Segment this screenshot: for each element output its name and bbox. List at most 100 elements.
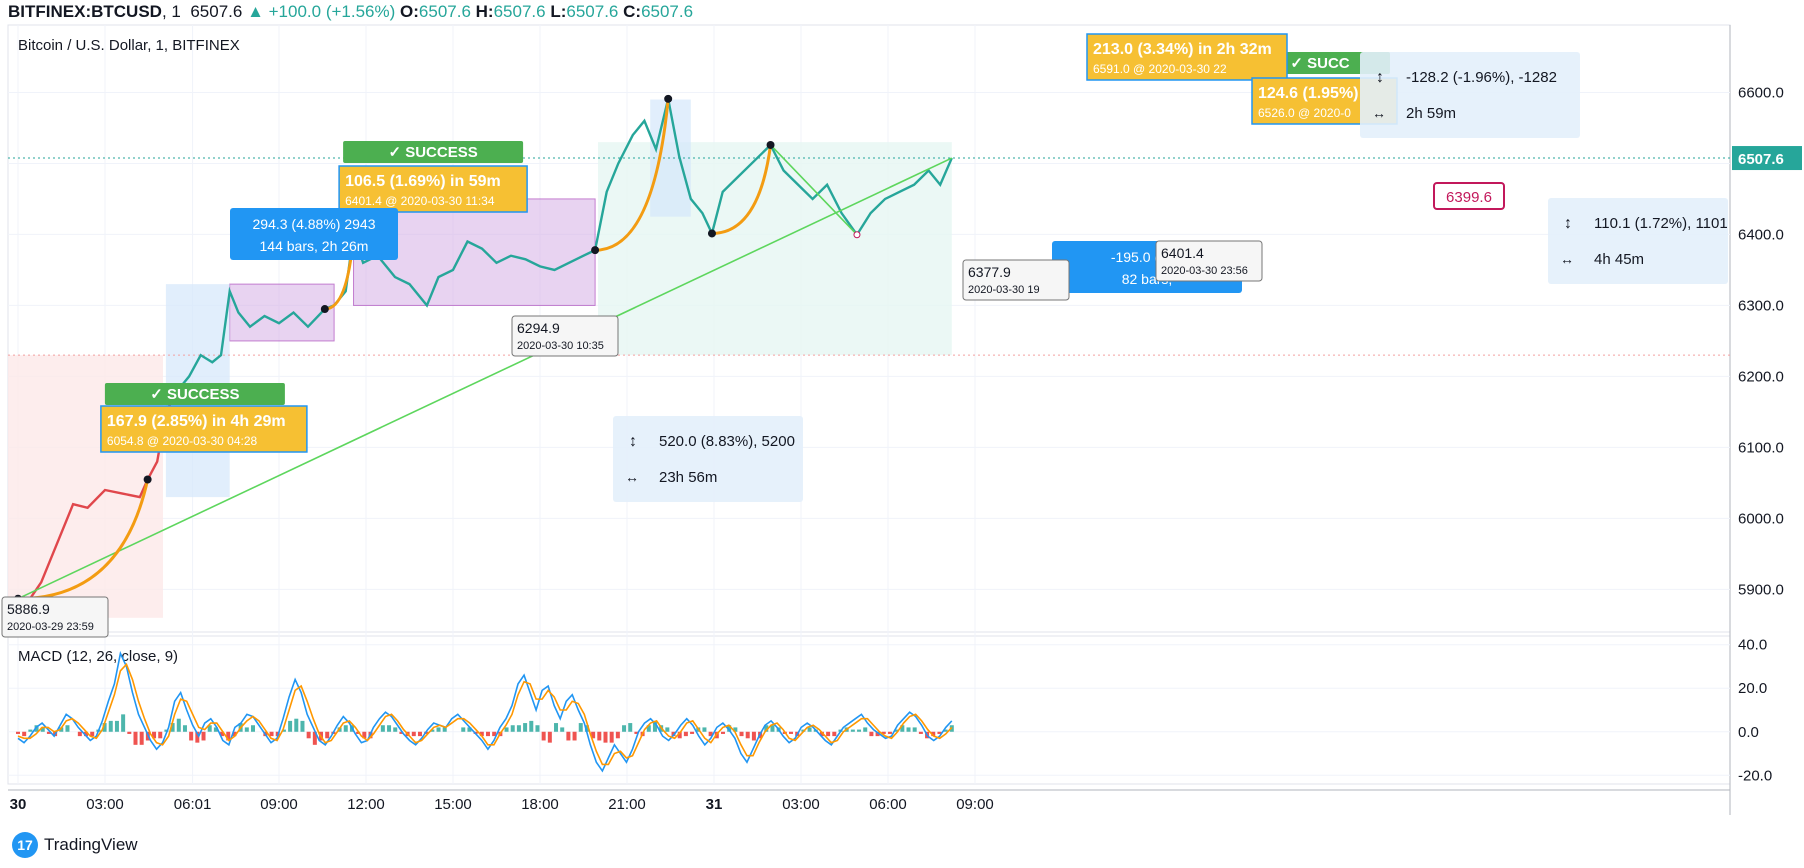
y-tick-label: 6400.0 [1738,226,1784,243]
macd-histogram-bar [170,723,175,732]
macd-histogram-bar [529,720,534,732]
macd-histogram-bar [702,727,707,732]
price-label-value: 5886.9 [7,601,50,617]
macd-histogram-bar [226,731,231,741]
macd-histogram-bar [442,727,447,732]
forecast-callout: 167.9 (2.85%) in 4h 29m 6054.8 @ 2020-03-… [100,405,308,453]
macd-histogram-bar [244,727,249,732]
macd-histogram-bar [387,725,392,732]
macd-histogram-bar [281,729,286,732]
macd-histogram-bar [516,725,521,732]
x-tick-label: 09:00 [260,796,298,813]
macd-histogram-bar [16,731,20,734]
x-tick-label: 06:01 [174,796,212,813]
forecast-main: 213.0 (3.34%) in 2h 32m [1093,41,1272,58]
macd-histogram-bar [114,720,119,732]
macd-histogram-bar [591,731,596,739]
measure-line1: -128.2 (-1.96%), -1282 [1406,69,1557,86]
macd-histogram-bar [343,725,348,732]
macd-histogram-bar [306,731,311,739]
symbol-header: BITFINEX:BTCUSD, 1 6507.6 ▲ +100.0 (+1.5… [8,2,694,21]
last-price: 6507.6 [190,2,243,21]
forecast-arc [711,144,773,235]
forecast-callout-bg [338,165,528,213]
macd-histogram-bar [918,731,923,734]
anchor-point [143,475,152,484]
macd-histogram-bar [504,727,509,732]
open-value: 6507.6 [418,2,471,21]
success-badge: ✓ SUCCESS [104,383,285,405]
measure-info-box: ↕ 520.0 (8.83%), 5200 ↔ 23h 56m [613,416,803,502]
macd-pane [7,635,1731,785]
measure-info-box: ↕ -128.2 (-1.96%), -1282 ↔ 2h 59m [1360,52,1580,138]
macd-title: MACD (12, 26, close, 9) [18,648,178,665]
tradingview-brand[interactable]: 17 TradingView [12,832,138,858]
macd-histogram-bar [34,725,39,732]
measure-width-icon: ↔ [625,469,639,485]
close-label: C: [623,2,642,21]
x-tick-label: 15:00 [434,796,472,813]
symbol-name[interactable]: BITFINEX:BTCUSD [8,2,162,21]
high-value: 6507.6 [493,2,546,21]
macd-histogram-bar [720,731,725,734]
macd-histogram-bar [850,729,855,732]
forecast-main: 124.6 (1.95%) [1258,85,1359,102]
macd-histogram-bar [312,731,317,745]
macd-histogram-bar [943,729,948,732]
macd-histogram-bar [566,731,571,741]
macd-histogram-bar [554,723,559,732]
macd-histogram-bar [65,725,70,732]
forecast-callout: 106.5 (1.69%) in 59m 6401.4 @ 2020-03-30 … [338,165,528,213]
macd-histogram-bar [250,725,255,732]
macd-histogram-bar [690,731,695,734]
macd-histogram-bar [572,731,577,741]
macd-histogram-bar [677,731,682,739]
macd-histogram-bar [912,727,917,732]
macd-histogram-bar [164,729,169,732]
anchor-point [707,229,716,238]
measure-line2: 4h 45m [1594,251,1644,268]
macd-histogram-bar [733,727,738,732]
forecast-callout-bg [1086,33,1288,81]
anchor-point [664,94,673,103]
macd-histogram-bar [139,731,144,745]
macd-histogram-bar [634,731,639,734]
macd-histogram-bar [887,731,892,734]
price-label: 6401.4 2020-03-30 23:56 [1155,240,1263,282]
macd-histogram-bar [133,731,138,745]
macd-histogram-bar [152,731,157,739]
x-tick-label: 03:00 [782,796,820,813]
measure-line1: 520.0 (8.83%), 5200 [659,433,795,450]
low-value: 6507.6 [566,2,619,21]
macd-histogram-bar [195,731,200,743]
measure-height-icon: ↕ [629,433,637,450]
interval[interactable]: 1 [171,2,181,21]
macd-histogram-bar [356,731,361,734]
macd-histogram-bar [467,727,472,732]
y-tick-label: 6200.0 [1738,368,1784,385]
macd-histogram-bar [751,731,756,741]
current-price-tag-value: 6507.6 [1738,151,1784,168]
current-price-tag-bg [1732,146,1802,171]
macd-histogram-bar [182,725,187,732]
x-tick-label: 21:00 [608,796,646,813]
macd-histogram-bar [826,731,831,737]
macd-histogram-bar [430,729,435,732]
macd-histogram-bar [869,731,874,737]
x-tick-label: 31 [706,796,723,813]
price-label-value: 6294.9 [517,320,560,336]
macd-histogram-bar [479,731,484,737]
macd-histogram-bar [770,725,775,732]
success-label: ✓ SUCC [1290,55,1349,72]
macd-histogram-bar [220,731,225,737]
pane-title: Bitcoin / U.S. Dollar, 1, BITFINEX [18,37,240,54]
macd-histogram-bar [127,731,132,734]
blue-measure-line1: 294.3 (4.88%) 2943 [253,216,376,232]
macd-histogram-bar [40,727,45,732]
highlight-price-bg [1433,182,1505,210]
trend-line [769,144,858,236]
macd-histogram-bar [584,725,589,732]
x-tick-label: 06:00 [869,796,907,813]
macd-histogram-bar [436,727,441,732]
